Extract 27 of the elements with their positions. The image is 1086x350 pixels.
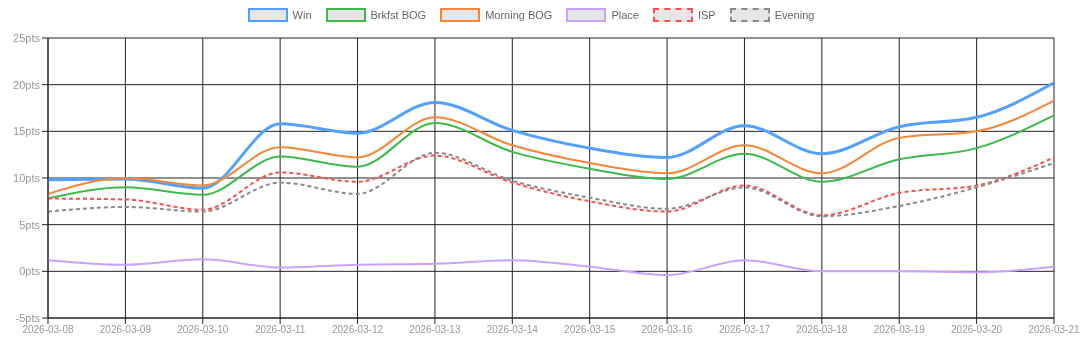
y-tick-label: 10pts xyxy=(13,171,41,184)
legend-label: Brkfst BOG xyxy=(370,9,427,21)
legend-label: ISP xyxy=(697,9,716,21)
x-tick-label: 2026-03-10 xyxy=(177,324,229,336)
x-tick-label: 2026-03-16 xyxy=(641,324,694,336)
x-tick-label: 2026-03-17 xyxy=(718,324,771,336)
x-tick-label: 2026-03-15 xyxy=(564,324,616,336)
x-tick-label: 2026-03-21 xyxy=(1028,324,1081,336)
y-tick-label: 0pts xyxy=(19,265,41,278)
y-tick-label: 15pts xyxy=(13,125,41,138)
x-tick-label: 2026-03-09 xyxy=(99,324,152,336)
y-tick-label: 20pts xyxy=(13,78,41,91)
legend-label: Evening xyxy=(774,9,815,21)
y-tick-label: 5pts xyxy=(19,218,41,231)
y-tick-label: -5pts xyxy=(15,311,41,324)
x-tick-label: 2026-03-18 xyxy=(796,324,848,336)
x-tick-label: 2026-03-12 xyxy=(331,324,384,336)
x-tick-label: 2026-03-08 xyxy=(22,324,75,336)
y-tick-label: 25pts xyxy=(13,31,41,44)
x-tick-label: 2026-03-14 xyxy=(486,324,539,336)
legend-label: Place xyxy=(611,9,639,21)
legend-label: Morning BOG xyxy=(485,9,553,21)
x-tick-label: 2026-03-20 xyxy=(951,324,1003,336)
x-tick-label: 2026-03-11 xyxy=(254,324,306,336)
legend-label: Win xyxy=(292,9,312,21)
x-tick-label: 2026-03-19 xyxy=(873,324,926,336)
x-tick-label: 2026-03-13 xyxy=(409,324,461,336)
